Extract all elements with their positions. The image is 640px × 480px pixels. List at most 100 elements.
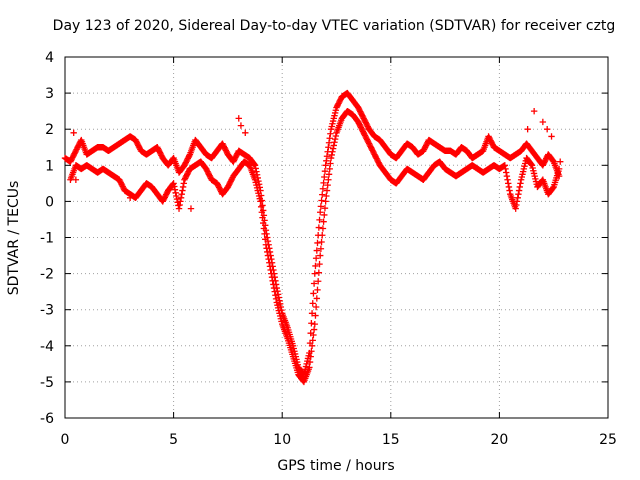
- chart-title: Day 123 of 2020, Sidereal Day-to-day VTE…: [53, 18, 616, 34]
- y-tick-label: -1: [40, 231, 54, 247]
- data-point: [327, 154, 335, 162]
- data-point: [502, 169, 510, 176]
- data-point: [259, 202, 266, 209]
- data-point: [270, 281, 277, 288]
- data-point: [126, 194, 134, 201]
- data-point: [323, 153, 331, 160]
- data-point: [272, 295, 280, 303]
- data-point: [513, 201, 520, 209]
- x-tick-label: 20: [490, 432, 508, 448]
- data-point: [310, 290, 317, 297]
- data-point: [515, 190, 522, 198]
- y-tick-label: -4: [40, 339, 54, 355]
- data-point: [308, 320, 315, 327]
- data-point: [327, 160, 334, 167]
- data-point: [257, 198, 264, 205]
- data-point: [312, 312, 319, 319]
- data-point: [261, 230, 268, 238]
- data-point: [326, 165, 333, 173]
- data-point: [306, 364, 313, 371]
- data-point: [322, 198, 329, 205]
- data-point: [170, 180, 177, 187]
- data-point: [524, 126, 531, 133]
- data-point: [325, 176, 332, 183]
- data-point: [309, 300, 316, 307]
- data-point: [503, 172, 511, 180]
- data-point: [502, 165, 509, 173]
- data-point: [331, 139, 338, 146]
- data-point: [272, 292, 279, 299]
- data-point: [242, 129, 249, 137]
- data-point: [309, 337, 316, 344]
- data-point: [332, 132, 340, 140]
- data-point: [271, 288, 278, 295]
- data-point: [70, 129, 77, 137]
- data-point: [187, 205, 195, 212]
- data-point: [324, 181, 331, 189]
- data-point: [515, 187, 523, 194]
- data-point: [308, 310, 316, 317]
- data-point: [323, 187, 331, 194]
- data-point: [312, 262, 319, 270]
- data-point: [310, 280, 318, 287]
- data-point: [266, 263, 274, 270]
- data-point: [320, 218, 327, 225]
- data-point: [310, 331, 317, 339]
- data-point: [323, 157, 330, 164]
- data-point: [315, 224, 323, 231]
- data-point: [251, 162, 259, 169]
- data-point: [268, 270, 275, 277]
- data-point: [306, 358, 314, 366]
- data-point: [549, 184, 557, 192]
- data-point: [310, 326, 318, 333]
- data-point: [321, 167, 329, 175]
- y-tick-label: -3: [40, 303, 54, 319]
- data-point: [516, 183, 523, 191]
- data-point: [265, 255, 272, 263]
- data-point: [327, 130, 334, 137]
- data-point: [186, 152, 193, 160]
- data-point: [530, 107, 538, 115]
- data-point: [543, 126, 551, 133]
- data-point: [325, 139, 333, 146]
- data-point: [259, 214, 266, 221]
- data-point: [173, 195, 181, 203]
- data-point: [317, 245, 325, 252]
- y-tick-label: 4: [45, 50, 54, 66]
- data-point: [316, 216, 323, 224]
- data-point: [318, 197, 325, 204]
- data-point: [506, 187, 513, 194]
- y-tick-label: 0: [45, 194, 54, 210]
- data-point: [528, 161, 535, 168]
- data-point: [251, 161, 258, 168]
- data-point: [557, 158, 564, 165]
- x-tick-label: 10: [273, 432, 291, 448]
- data-point: [329, 148, 336, 155]
- x-axis-label: GPS time / hours: [277, 458, 394, 474]
- data-point: [260, 225, 268, 232]
- data-point: [313, 295, 321, 302]
- data-point: [179, 187, 186, 194]
- data-point: [179, 183, 187, 191]
- data-point: [505, 183, 513, 191]
- data-point: [323, 192, 330, 200]
- x-tick-label: 5: [169, 432, 178, 448]
- data-point: [178, 190, 185, 198]
- data-point: [319, 185, 327, 192]
- data-point: [257, 203, 265, 211]
- axis-ticks: 0 5 10 15 20 25 -6 -5 -4 -3 -2 -1 0 1 2 3 4: [40, 50, 617, 448]
- y-tick-label: -6: [40, 411, 54, 427]
- data-point: [266, 259, 273, 266]
- data-point: [321, 211, 328, 219]
- data-point: [539, 118, 547, 126]
- data-point: [173, 192, 180, 200]
- data-point: [171, 186, 179, 193]
- data-point: [268, 274, 276, 281]
- data-point: [180, 180, 187, 187]
- y-tick-label: 1: [45, 158, 54, 174]
- y-axis-label: SDTVAR / TECUs: [6, 181, 22, 296]
- plot-frame: [64, 56, 609, 419]
- y-tick-label: 2: [45, 122, 54, 138]
- data-point: [517, 180, 524, 187]
